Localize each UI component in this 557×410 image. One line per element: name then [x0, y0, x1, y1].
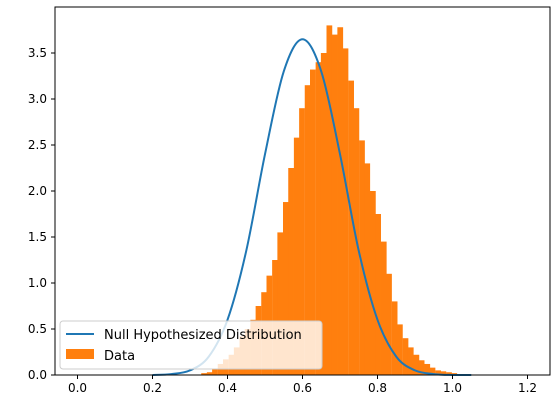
- histogram-bar: [348, 80, 354, 375]
- y-tick-label: 1.5: [28, 230, 47, 244]
- histogram-bar: [391, 301, 398, 375]
- histogram-bar: [212, 368, 218, 375]
- y-axis: 0.0 0.5 1.0 1.5 2.0 2.5 3.0 3.5: [28, 46, 55, 382]
- histogram-bar: [288, 168, 294, 375]
- histogram-bar: [402, 338, 409, 375]
- legend-label-null: Null Hypothesized Distribution: [104, 328, 302, 343]
- histogram-bar: [413, 354, 420, 375]
- histogram-bar: [331, 34, 338, 375]
- y-tick-label: 3.5: [28, 46, 47, 60]
- y-tick-label: 2.0: [28, 184, 47, 198]
- histogram-bar: [446, 372, 452, 375]
- y-tick-label: 1.0: [28, 276, 47, 290]
- y-tick-label: 0.5: [28, 322, 47, 336]
- histogram-bar: [283, 202, 289, 375]
- y-tick-label: 0.0: [28, 368, 47, 382]
- histogram-bar: [326, 25, 333, 376]
- histogram-bar: [320, 53, 327, 375]
- histogram-bar: [440, 371, 447, 375]
- legend-bar-swatch: [66, 349, 94, 359]
- legend: Null Hypothesized Distribution Data: [59, 320, 323, 370]
- histogram-bar: [407, 347, 414, 375]
- histogram-bar: [397, 324, 403, 375]
- histogram-bar: [386, 273, 392, 375]
- y-tick-label: 3.0: [28, 92, 47, 106]
- histogram-bar: [310, 69, 316, 375]
- x-tick-label: 0.8: [368, 381, 387, 395]
- histogram-bar: [201, 373, 207, 375]
- histogram-bar: [299, 108, 305, 375]
- x-tick-label: 0.2: [143, 381, 162, 395]
- x-tick-label: 0.6: [293, 381, 312, 395]
- histogram-bar: [375, 214, 381, 375]
- x-tick-label: 0.4: [218, 381, 237, 395]
- y-tick-label: 2.5: [28, 138, 47, 152]
- x-tick-label: 1.2: [518, 381, 537, 395]
- histogram-bar: [418, 360, 425, 375]
- legend-label-data: Data: [104, 349, 135, 364]
- histogram-bar: [277, 232, 284, 375]
- histogram-bar: [304, 85, 311, 375]
- x-axis: 0.0 0.2 0.4 0.6 0.8 1.0 1.2: [68, 375, 537, 395]
- legend-box: [59, 320, 323, 370]
- histogram-bar: [337, 27, 344, 376]
- histogram-bar: [429, 367, 436, 375]
- histogram-bar: [364, 163, 371, 375]
- histogram-bar: [424, 363, 431, 375]
- x-tick-label: 1.0: [443, 381, 462, 395]
- histogram-bar: [206, 372, 213, 375]
- histogram-bar: [272, 260, 278, 375]
- histogram-bar: [359, 140, 365, 375]
- histogram-bar: [380, 241, 387, 375]
- histogram-bar: [435, 370, 441, 375]
- histogram-bar: [293, 137, 300, 375]
- histogram-bar: [370, 191, 376, 375]
- histogram-bar: [342, 48, 349, 376]
- x-tick-label: 0.0: [68, 381, 87, 395]
- histogram-bar: [315, 62, 322, 375]
